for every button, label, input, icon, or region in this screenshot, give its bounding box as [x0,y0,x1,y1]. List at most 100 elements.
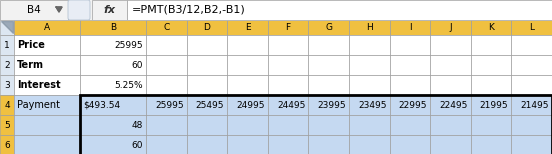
Bar [430,35,471,55]
Bar [430,75,471,95]
Bar [80,75,146,95]
Bar [146,115,187,135]
Bar [349,35,390,55]
Bar [309,55,349,75]
Bar [14,35,80,55]
Bar [430,135,471,154]
Text: A: A [44,23,50,32]
Bar [511,135,552,154]
Bar [511,115,552,135]
Bar [0,20,14,35]
Text: E: E [245,23,251,32]
Bar [14,75,80,95]
Bar [14,115,80,135]
Bar [268,75,309,95]
Bar [80,95,552,154]
Bar [80,55,146,75]
Bar [80,35,146,55]
Bar [146,95,187,115]
Bar [390,20,430,35]
Text: H: H [366,23,373,32]
Text: 23495: 23495 [358,101,386,109]
Text: L: L [529,23,534,32]
Bar [187,35,227,55]
Text: F: F [285,23,291,32]
Bar [309,55,349,75]
Bar [0,95,14,115]
Bar [80,20,146,35]
Text: 22995: 22995 [399,101,427,109]
Bar [227,135,268,154]
Text: D: D [204,23,210,32]
Bar [349,20,390,35]
Text: 21995: 21995 [480,101,508,109]
Bar [309,35,349,55]
Bar [430,115,471,135]
Bar [430,20,471,35]
Bar [511,20,552,35]
Bar [146,75,187,95]
Text: =PMT(B3/12,B2,-B1): =PMT(B3/12,B2,-B1) [132,5,246,15]
Bar [349,95,390,115]
Bar [430,35,471,55]
Bar [0,75,14,95]
Bar [187,75,227,95]
Bar [471,135,511,154]
Text: $493.54: $493.54 [83,101,120,109]
Bar [80,115,146,135]
Bar [309,115,349,135]
Bar [0,55,14,75]
Bar [511,20,552,35]
Bar [471,135,511,154]
Bar [146,55,187,75]
Bar [268,95,309,115]
Text: 25995: 25995 [114,41,143,49]
Text: 4: 4 [4,101,10,109]
Bar [511,35,552,55]
Bar [14,55,80,75]
Bar [268,115,309,135]
Bar [0,55,14,75]
Bar [227,20,268,35]
Bar [268,55,309,75]
Bar [268,20,309,35]
Bar [14,20,80,35]
Bar [227,35,268,55]
Text: Term: Term [17,60,44,70]
Bar [268,95,309,115]
Bar [227,20,268,35]
Bar [187,20,227,35]
Bar [471,20,511,35]
Bar [80,95,146,115]
Bar [349,75,390,95]
Bar [349,75,390,95]
Bar [430,55,471,75]
Bar [430,95,471,115]
Text: 25495: 25495 [196,101,224,109]
Bar [471,35,511,55]
Bar [187,115,227,135]
Bar [349,115,390,135]
Bar [390,135,430,154]
Bar [390,55,430,75]
Bar [187,135,227,154]
Bar [227,135,268,154]
Bar [268,55,309,75]
Bar [227,95,268,115]
Bar [390,95,430,115]
Bar [390,75,430,95]
Bar [471,55,511,75]
Bar [80,135,146,154]
Bar [268,35,309,55]
Bar [14,35,80,55]
Bar [349,55,390,75]
Bar [268,75,309,95]
Text: Interest: Interest [17,80,61,90]
Text: 5: 5 [4,120,10,130]
Text: K: K [488,23,494,32]
Polygon shape [1,21,13,33]
Bar [146,55,187,75]
Bar [80,115,146,135]
Text: 2: 2 [4,61,10,69]
Text: C: C [163,23,169,32]
